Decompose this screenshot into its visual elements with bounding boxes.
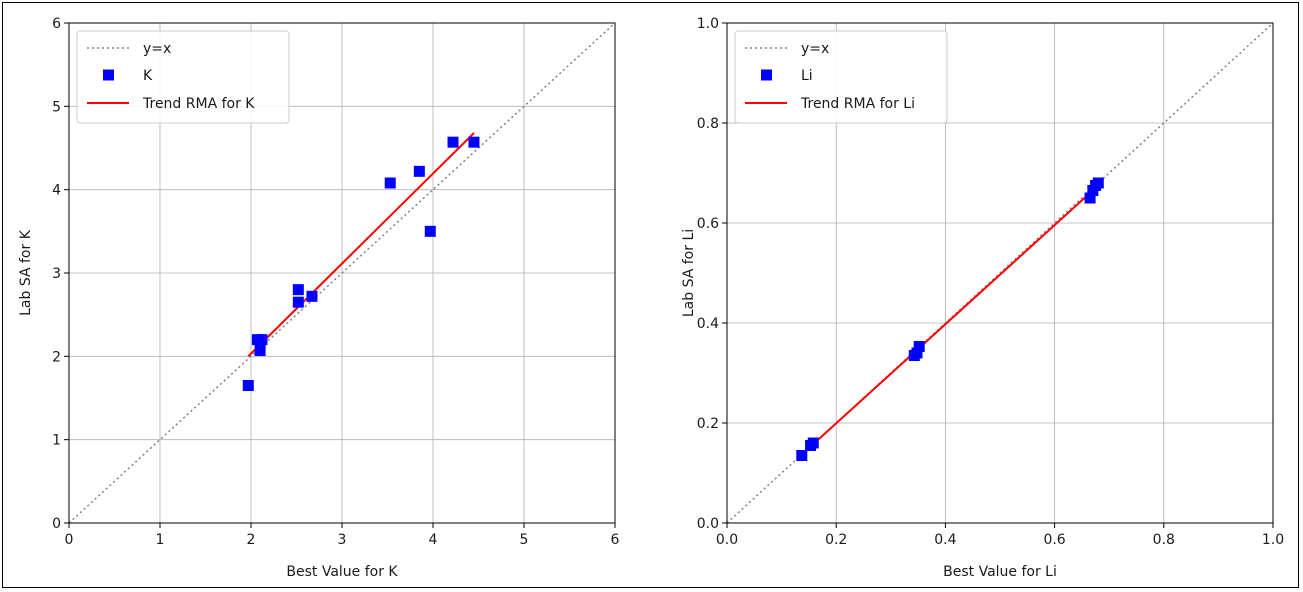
y-tick-label: 0.0: [697, 516, 719, 532]
y-tick-label: 1.0: [697, 16, 719, 32]
x-tick-label: 0.4: [934, 532, 956, 548]
data-point: [425, 226, 436, 237]
legend-marker-swatch: [761, 70, 772, 81]
x-axis-label: Best Value for K: [286, 564, 398, 580]
x-tick-label: 0: [65, 532, 74, 548]
y-tick-label: 4: [52, 183, 61, 199]
legend-label: K: [143, 68, 153, 84]
data-point: [306, 291, 317, 302]
trend-line: [248, 133, 474, 356]
data-point: [448, 137, 459, 148]
legend-label: Li: [801, 68, 813, 84]
y-tick-label: 3: [52, 266, 61, 282]
x-tick-label: 0.2: [825, 532, 847, 548]
x-tick-label: 1: [156, 532, 165, 548]
x-tick-label: 0.0: [716, 532, 738, 548]
y-tick-label: 0.4: [697, 316, 719, 332]
chart-panel-2: 0.0 0.2 0.4 0.6 0.8 1.0 0.0 0.2 0.4 0.6 0.8 1.0 Best…: [681, 16, 1284, 580]
x-axis-label: Best Value for Li: [943, 564, 1057, 580]
x-tick-label: 0.8: [1153, 532, 1175, 548]
data-point: [255, 345, 266, 356]
x-tick-label: 5: [520, 532, 529, 548]
data-point: [468, 137, 479, 148]
data-point: [256, 334, 267, 345]
x-tick-label: 6: [611, 532, 620, 548]
data-point: [808, 438, 819, 449]
trend-line: [802, 186, 1098, 455]
y-tick-label: 6: [52, 16, 61, 32]
x-tick-label: 4: [429, 532, 438, 548]
y-axis-label: Lab SA for Li: [681, 229, 697, 317]
x-tick-label: 1.0: [1262, 532, 1284, 548]
y-axis-label: Lab SA for K: [18, 229, 34, 316]
data-point: [293, 284, 304, 295]
legend-marker-swatch: [103, 70, 114, 81]
y-tick-label: 0.8: [697, 116, 719, 132]
legend-label: Trend RMA for K: [142, 96, 255, 112]
data-point: [243, 380, 254, 391]
x-tick-label: 0.6: [1043, 532, 1065, 548]
y-tick-label: 1: [52, 433, 61, 449]
legend-label: y=x: [801, 41, 829, 57]
legend-label: Trend RMA for Li: [800, 96, 915, 112]
y-tick-label: 0: [52, 516, 61, 532]
legend-label: y=x: [143, 41, 171, 57]
y-tick-label: 5: [52, 99, 61, 115]
y-tick-label: 0.6: [697, 216, 719, 232]
data-point: [414, 166, 425, 177]
data-point: [293, 297, 304, 308]
y-tick-label: 0.2: [697, 416, 719, 432]
y-tick-label: 2: [52, 349, 61, 365]
data-point: [385, 178, 396, 189]
data-point: [796, 450, 807, 461]
chart-panel-1: 0 1 2 3 4 5 6 0 1 2 3 4 5 6 Best Value for K Lab SA for…: [18, 16, 620, 580]
x-tick-label: 2: [247, 532, 256, 548]
data-point: [914, 341, 925, 352]
x-tick-label: 3: [338, 532, 347, 548]
data-point: [1093, 178, 1104, 189]
